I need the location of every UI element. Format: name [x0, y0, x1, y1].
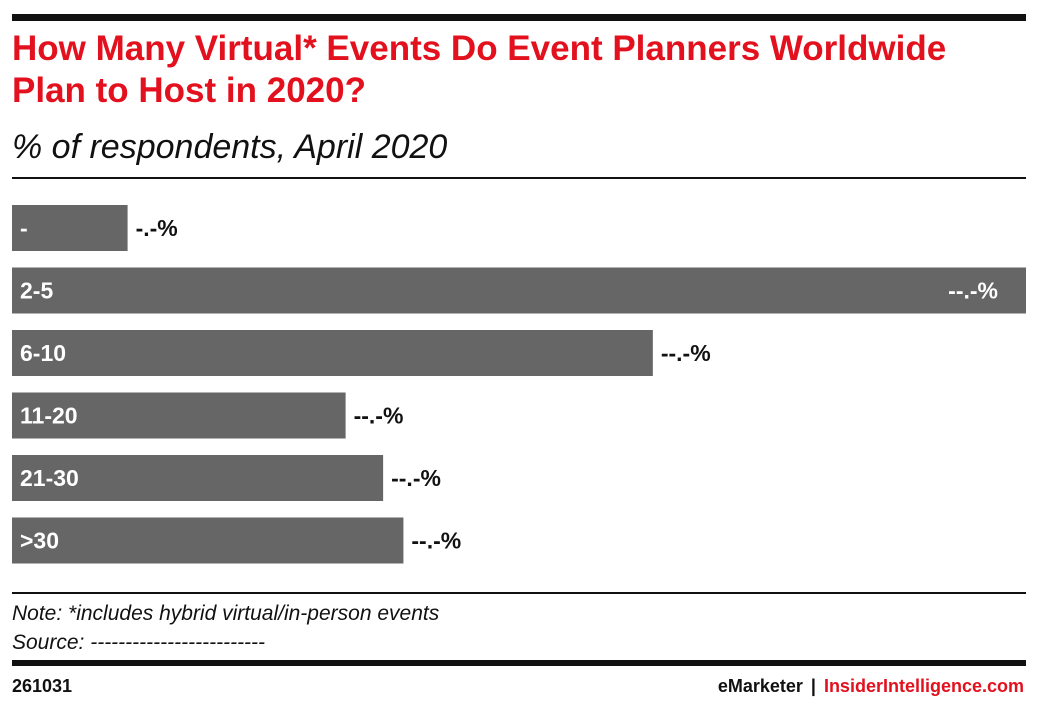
- value-label-5: --.-%: [411, 528, 461, 554]
- bar-1: [12, 267, 1026, 314]
- note-rule: [12, 592, 1026, 594]
- value-label-3: --.-%: [354, 403, 404, 429]
- value-label-1: --.-%: [948, 278, 998, 304]
- category-label-1: 2-5: [20, 278, 53, 304]
- chart-subtitle: % of respondents, April 2020: [12, 128, 448, 166]
- bottom-rule: [12, 660, 1026, 666]
- brand-emarketer: eMarketer: [717, 676, 803, 696]
- bar-4: [12, 455, 384, 501]
- subtitle-rule: [12, 177, 1026, 179]
- category-label-3: 11-20: [20, 403, 78, 429]
- category-label-0: -: [20, 215, 28, 241]
- category-label-2: 6-10: [20, 340, 66, 366]
- category-label-4: 21-30: [20, 465, 79, 491]
- bar-5: [12, 517, 404, 564]
- bar-2: [12, 330, 653, 376]
- bar-0: [12, 205, 128, 251]
- chart-source: Source: -------------------------: [12, 631, 266, 654]
- chart-title: How Many Virtual* Events Do Event Planne…: [12, 29, 947, 110]
- value-label-2: --.-%: [661, 340, 711, 366]
- chart-id: 261031: [12, 676, 73, 696]
- footer-brand: eMarketer | InsiderIntelligence.com: [718, 676, 1024, 697]
- value-label-0: -.-%: [136, 215, 178, 241]
- category-label-5: >30: [20, 528, 59, 554]
- chart-note: Note: *includes hybrid virtual/in-person…: [12, 602, 440, 625]
- bar-3: [12, 392, 346, 439]
- value-label-4: --.-%: [391, 465, 441, 491]
- brand-separator: |: [810, 676, 816, 696]
- bar-chart: - -.-%2-5 --.-%6-10 --.-%11-20 --.-%21-30 --.…: [12, 205, 1026, 564]
- brand-insider-intelligence: InsiderIntelligence.com: [823, 676, 1024, 696]
- top-rule: [12, 14, 1026, 21]
